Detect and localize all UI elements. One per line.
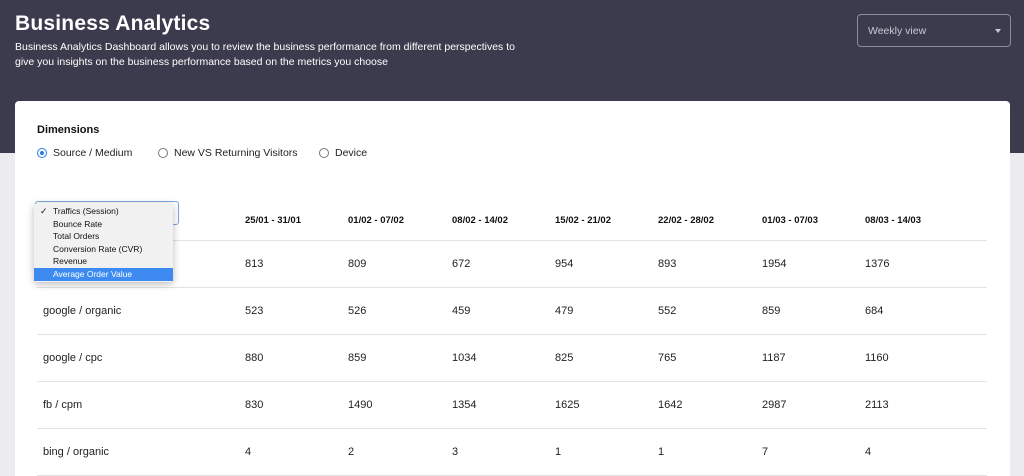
- table-cell: 526: [348, 305, 367, 317]
- table-header-row: 25/01 - 31/01 01/02 - 07/02 08/02 - 14/0…: [37, 203, 987, 241]
- table-cell: 4: [245, 446, 252, 458]
- menu-item-label: Average Order Value: [53, 268, 133, 279]
- menu-item-label: Bounce Rate: [53, 218, 103, 229]
- table-cell: 552: [658, 305, 677, 317]
- row-label: bing / organic: [43, 446, 110, 458]
- menu-item-traffics[interactable]: ✓ Traffics (Session): [34, 205, 173, 218]
- table-cell: 1: [658, 446, 665, 458]
- radio-device[interactable]: Device: [319, 147, 367, 159]
- table-cell: 893: [658, 258, 677, 270]
- dimensions-label: Dimensions: [37, 124, 100, 136]
- menu-item-label: Total Orders: [53, 231, 100, 242]
- table-cell: 2113: [865, 399, 889, 411]
- table-cell: 1625: [555, 399, 580, 411]
- table-cell: 1160: [865, 352, 889, 364]
- caret-down-icon: [995, 29, 1001, 33]
- table-cell: 479: [555, 305, 574, 317]
- table-cell: 859: [762, 305, 781, 317]
- table-cell: 684: [865, 305, 884, 317]
- column-header: 08/03 - 14/03: [865, 215, 921, 226]
- row-label: google / organic: [43, 305, 122, 317]
- page-title: Business Analytics: [15, 12, 211, 35]
- table-cell: 459: [452, 305, 471, 317]
- table-cell: 2: [348, 446, 355, 458]
- menu-item-revenue[interactable]: Revenue: [34, 255, 173, 268]
- column-header: 01/02 - 07/02: [348, 215, 404, 226]
- table-row: google / organic 523 526 459 479 552 859…: [37, 289, 987, 335]
- table-cell: 1376: [865, 258, 890, 270]
- radio-selected-icon: [37, 148, 47, 158]
- column-header: 08/02 - 14/02: [452, 215, 508, 226]
- column-header: 15/02 - 21/02: [555, 215, 611, 226]
- menu-item-bounce-rate[interactable]: Bounce Rate: [34, 218, 173, 231]
- table-cell: 1490: [348, 399, 373, 411]
- radio-source-medium[interactable]: Source / Medium: [37, 147, 132, 159]
- metric-dropdown-menu: ✓ Traffics (Session) Bounce Rate Total O…: [34, 203, 173, 282]
- checkmark-icon: ✓: [40, 206, 48, 216]
- table-cell: 825: [555, 352, 574, 364]
- menu-item-label: Conversion Rate (CVR): [53, 243, 143, 254]
- table-row: google / cpc 880 859 1034 825 765 1187 1…: [37, 336, 987, 382]
- table-cell: 3: [452, 446, 459, 458]
- menu-item-average-order-value[interactable]: Average Order Value: [34, 267, 173, 281]
- page-description: Business Analytics Dashboard allows you …: [15, 41, 515, 68]
- radio-label: Device: [335, 147, 368, 159]
- table-cell: 809: [348, 258, 367, 270]
- table-cell: 813: [245, 258, 264, 270]
- radio-unselected-icon: [158, 148, 168, 158]
- row-label: google / cpc: [43, 352, 103, 364]
- table-cell: 672: [452, 258, 471, 270]
- table-row: bing / organic 4 2 3 1 1 7 4: [37, 430, 987, 476]
- view-select[interactable]: Weekly view: [857, 14, 1011, 47]
- menu-item-conversion-rate[interactable]: Conversion Rate (CVR): [34, 243, 173, 256]
- table-cell: 2987: [762, 399, 787, 411]
- table-cell: 7: [762, 446, 769, 458]
- radio-new-vs-returning[interactable]: New VS Returning Visitors: [158, 147, 298, 159]
- table-cell: 880: [245, 352, 264, 364]
- radio-unselected-icon: [319, 148, 329, 158]
- column-header: 25/01 - 31/01: [245, 215, 301, 226]
- menu-item-total-orders[interactable]: Total Orders: [34, 230, 173, 243]
- table-cell: 1354: [452, 399, 477, 411]
- menu-item-label: Revenue: [53, 256, 88, 267]
- radio-label: New VS Returning Visitors: [174, 147, 298, 159]
- table-cell: 1954: [762, 258, 787, 270]
- view-select-value: Weekly view: [868, 25, 927, 37]
- row-label: fb / cpm: [43, 399, 83, 411]
- table-row: fb / cpm 830 1490 1354 1625 1642 2987 21…: [37, 383, 987, 429]
- menu-item-label: Traffics (Session): [53, 206, 119, 216]
- table-cell: 1187: [762, 352, 786, 364]
- radio-label: Source / Medium: [53, 147, 133, 159]
- analytics-card: Dimensions Source / Medium New VS Return…: [15, 101, 1010, 476]
- table-cell: 954: [555, 258, 574, 270]
- table-row: 813 809 672 954 893 1954 1376: [37, 242, 987, 288]
- table-cell: 1: [555, 446, 562, 458]
- table-cell: 830: [245, 399, 264, 411]
- column-header: 22/02 - 28/02: [658, 215, 714, 226]
- table-cell: 1642: [658, 399, 683, 411]
- table-cell: 765: [658, 352, 677, 364]
- column-header: 01/03 - 07/03: [762, 215, 818, 226]
- table-cell: 1034: [452, 352, 477, 364]
- table-cell: 859: [348, 352, 367, 364]
- table-cell: 4: [865, 446, 872, 458]
- table-cell: 523: [245, 305, 264, 317]
